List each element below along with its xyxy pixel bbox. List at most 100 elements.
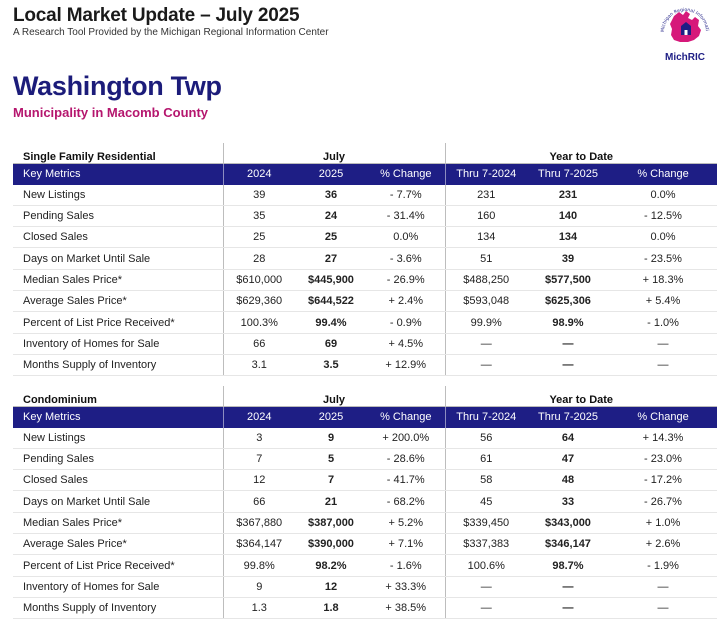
- month-2025-value: $445,900: [295, 269, 367, 292]
- month-2025-value: 27: [295, 247, 367, 270]
- metric-label: Days on Market Until Sale: [13, 490, 223, 513]
- ytd-2025-value: —: [527, 597, 609, 620]
- ytd-2024-header: Thru 7-2024: [444, 163, 527, 185]
- ytd-2025-value: 64: [527, 427, 609, 449]
- table-row: Months Supply of Inventory 3.1 3.5 + 12.9% —…: [13, 354, 718, 377]
- month-2025-value: $387,000: [295, 512, 367, 535]
- ytd-2024-header: Thru 7-2024: [444, 406, 527, 428]
- ytd-2025-value: 33: [527, 490, 609, 513]
- single-family-table: Single Family Residential July Year to Dat…: [13, 143, 718, 377]
- ytd-2025-value: —: [527, 333, 609, 355]
- month-2025-value: 24: [295, 205, 367, 228]
- ytd-2024-value: $593,048: [444, 290, 527, 313]
- ytd-2025-value: 47: [527, 448, 609, 471]
- column-header-row: Key Metrics 2024 2025% Change Thru 7-2024 Th…: [13, 406, 718, 428]
- month-2024-value: 66: [222, 490, 295, 513]
- month-2025-value: 5: [295, 448, 367, 471]
- month-change-value: - 26.9%: [367, 269, 445, 292]
- metric-label: Average Sales Price*: [13, 290, 223, 313]
- month-2024-value: 3.1: [222, 354, 295, 377]
- ytd-change-value: —: [609, 597, 718, 620]
- ytd-group-label: Year to Date: [444, 386, 718, 408]
- ytd-2025-value: $625,306: [527, 290, 609, 313]
- metric-label: Closed Sales: [13, 469, 223, 492]
- ytd-2025-value: 134: [527, 226, 609, 249]
- month-2024-value: $629,360: [222, 290, 295, 313]
- ytd-change-value: - 17.2%: [609, 469, 718, 492]
- condominium-table: Condominium July Year to Date Key Metrics 20…: [13, 386, 718, 620]
- month-2024-value: 100.3%: [222, 311, 295, 334]
- ytd-2025-value: —: [527, 354, 609, 377]
- ytd-2024-value: —: [444, 576, 527, 598]
- ytd-2024-value: 58: [444, 469, 527, 492]
- ytd-change-value: - 12.5%: [609, 205, 718, 228]
- metric-label: Pending Sales: [13, 448, 223, 471]
- section-header-row: Single Family Residential July Year to Dat…: [13, 143, 718, 165]
- month-2025-value: $390,000: [295, 533, 367, 556]
- month-2024-value: 9: [222, 576, 295, 598]
- table-row: Inventory of Homes for Sale 66 69 + 4.5% — — —: [13, 333, 718, 355]
- ytd-change-value: —: [609, 333, 718, 355]
- ytd-2024-value: 56: [444, 427, 527, 449]
- month-change-value: 0.0%: [367, 226, 445, 249]
- month-2025-value: 12: [295, 576, 367, 598]
- ytd-change-header: % Change: [609, 163, 718, 185]
- table-row: Pending Sales 7 5- 28.6% 61 47- 23.0%: [13, 448, 718, 471]
- month-change-value: + 5.2%: [367, 512, 445, 535]
- ytd-change-value: —: [609, 354, 718, 377]
- ytd-2024-value: 99.9%: [444, 311, 527, 334]
- table-row: Days on Market Until Sale 66 21- 68.2% 45 33…: [13, 490, 718, 513]
- ytd-2024-value: —: [444, 597, 527, 620]
- ytd-2024-value: —: [444, 333, 527, 355]
- report-header: Local Market Update – July 2025 A Resear…: [13, 4, 329, 38]
- month-change-value: - 41.7%: [367, 469, 445, 492]
- month-change-value: - 31.4%: [367, 205, 445, 228]
- month-2025-value: 3.5: [295, 354, 367, 377]
- month-change-value: + 2.4%: [367, 290, 445, 313]
- month-2024-value: 3: [222, 427, 295, 449]
- ytd-2024-value: 45: [444, 490, 527, 513]
- ytd-change-value: + 5.4%: [609, 290, 718, 313]
- ytd-2025-value: 231: [527, 184, 609, 206]
- month-group-label: July: [222, 386, 445, 408]
- ytd-change-value: + 2.6%: [609, 533, 718, 556]
- month-2025-value: 69: [295, 333, 367, 355]
- metric-label: Months Supply of Inventory: [13, 354, 223, 377]
- table-row: Median Sales Price* $367,880 $387,000 + 5.2…: [13, 512, 718, 535]
- month-group-label: July: [222, 143, 445, 165]
- ytd-2025-value: $346,147: [527, 533, 609, 556]
- month-change-value: - 28.6%: [367, 448, 445, 471]
- ytd-2024-value: $337,383: [444, 533, 527, 556]
- table-row: Pending Sales 35 24- 31.4% 160 140- 12.5%: [13, 205, 718, 228]
- ytd-2025-value: 140: [527, 205, 609, 228]
- ytd-2025-value: 39: [527, 247, 609, 270]
- metric-label: Pending Sales: [13, 205, 223, 228]
- table-row: New Listings 3 9 + 200.0% 56 64 + 14.3%: [13, 427, 718, 449]
- section-title: Single Family Residential: [13, 143, 223, 165]
- metric-label: Days on Market Until Sale: [13, 247, 223, 270]
- month-2025-value: 1.8: [295, 597, 367, 620]
- ytd-2025-header: Thru 7-2025: [527, 163, 609, 185]
- month-change-value: - 7.7%: [367, 184, 445, 206]
- metric-label: Median Sales Price*: [13, 512, 223, 535]
- ytd-2024-value: $488,250: [444, 269, 527, 292]
- month-2025-value: $644,522: [295, 290, 367, 313]
- key-metrics-header: Key Metrics: [13, 406, 223, 428]
- month-2025-value: 9: [295, 427, 367, 449]
- month-2025-value: 7: [295, 469, 367, 492]
- ytd-2024-value: 231: [444, 184, 527, 206]
- month-2024-value: 7: [222, 448, 295, 471]
- ytd-group-label: Year to Date: [444, 143, 718, 165]
- month-change-value: + 4.5%: [367, 333, 445, 355]
- month-change-value: + 7.1%: [367, 533, 445, 556]
- ytd-change-header: % Change: [609, 406, 718, 428]
- ytd-2024-value: 160: [444, 205, 527, 228]
- metric-label: Percent of List Price Received*: [13, 554, 223, 577]
- ytd-2024-value: $339,450: [444, 512, 527, 535]
- ytd-change-value: - 23.5%: [609, 247, 718, 270]
- month-2024-value: 25: [222, 226, 295, 249]
- month-2025-value: 36: [295, 184, 367, 206]
- month-2024-value: 66: [222, 333, 295, 355]
- ytd-change-value: + 1.0%: [609, 512, 718, 535]
- report-subtitle: A Research Tool Provided by the Michigan…: [13, 27, 329, 38]
